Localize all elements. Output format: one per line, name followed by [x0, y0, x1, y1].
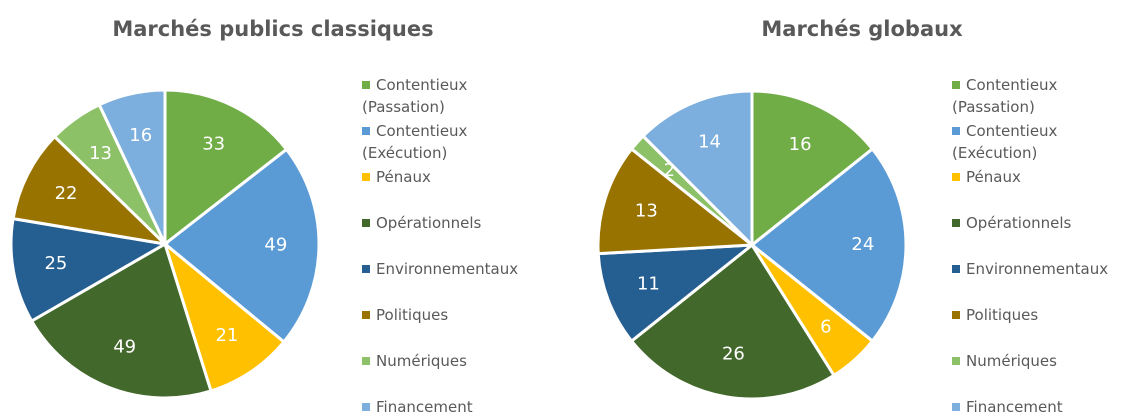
- chart-title: Marchés publics classiques: [112, 17, 433, 41]
- legend-label: Politiques: [376, 306, 449, 324]
- legend-entry: Politiques: [952, 304, 1122, 326]
- data-label: 26: [722, 343, 745, 364]
- legend-swatch: [362, 173, 370, 181]
- legend-swatch: [952, 265, 960, 273]
- legend-label: Contentieux (Exécution): [952, 122, 1058, 162]
- data-label: 49: [264, 235, 287, 256]
- data-label: 2: [664, 160, 675, 181]
- pie-slice: [9, 216, 170, 324]
- legend-label: Financement: [966, 398, 1063, 414]
- pie-slice: [596, 146, 757, 256]
- data-label: 24: [851, 234, 874, 255]
- pie-slice: [11, 134, 170, 247]
- legend-label: Opérationnels: [376, 214, 482, 232]
- legend-entry: Pénaux: [362, 166, 532, 188]
- data-label: 13: [89, 143, 112, 164]
- legend-entry: Environnementaux: [952, 258, 1122, 280]
- data-label: 14: [698, 132, 721, 153]
- legend-label: Financement: [376, 398, 473, 414]
- legend-swatch: [362, 265, 370, 273]
- legend-label: Contentieux (Exécution): [362, 122, 468, 162]
- legend-entry: Financement: [362, 396, 532, 414]
- data-label: 25: [44, 253, 67, 274]
- legend-swatch: [952, 173, 960, 181]
- legend-entry: Numériques: [952, 350, 1122, 372]
- legend-entry: Pénaux: [952, 166, 1122, 188]
- data-label: 11: [637, 274, 660, 295]
- pie-slice: [749, 146, 908, 344]
- legend-entry: Numériques: [362, 350, 532, 372]
- pie-slice: [163, 88, 289, 248]
- legend-swatch: [952, 357, 960, 365]
- legend-swatch: [362, 403, 370, 411]
- legend-swatch: [362, 219, 370, 227]
- pie-slice: [750, 89, 875, 249]
- data-label: 6: [820, 317, 831, 338]
- legend-swatch: [952, 127, 960, 135]
- legend-entry: Contentieux (Exécution): [952, 120, 1122, 164]
- legend-label: Numériques: [966, 352, 1057, 370]
- pie-slice: [97, 88, 167, 245]
- legend-swatch: [952, 81, 960, 89]
- legend-label: Pénaux: [376, 168, 431, 186]
- legend-entry: Opérationnels: [362, 212, 532, 234]
- legend-label: Opérationnels: [966, 214, 1072, 232]
- legend-entry: Contentieux (Passation): [362, 74, 532, 118]
- legend-swatch: [362, 311, 370, 319]
- legend-swatch: [362, 81, 370, 89]
- pie-slice: [629, 242, 837, 401]
- legend-label: Numériques: [376, 352, 467, 370]
- legend-swatch: [362, 357, 370, 365]
- data-label: 16: [129, 125, 152, 146]
- legend-swatch: [952, 219, 960, 227]
- legend-label: Environnementaux: [376, 260, 519, 278]
- data-label: 22: [55, 183, 78, 204]
- legend-entry: Contentieux (Exécution): [362, 120, 532, 164]
- legend-swatch: [952, 311, 960, 319]
- legend-entry: Politiques: [362, 304, 532, 326]
- data-label: 13: [635, 200, 658, 221]
- data-label: 21: [215, 325, 238, 346]
- chart-title: Marchés globaux: [761, 17, 963, 41]
- data-label: 49: [113, 336, 136, 357]
- data-label: 33: [202, 133, 225, 154]
- pie-slice: [596, 243, 757, 344]
- legend-label: Politiques: [966, 306, 1039, 324]
- legend-label: Pénaux: [966, 168, 1021, 186]
- pie-slice: [29, 241, 213, 400]
- legend-label: Contentieux (Passation): [952, 76, 1058, 116]
- legend-swatch: [362, 127, 370, 135]
- legend-label: Environnementaux: [966, 260, 1109, 278]
- legend-entry: Opérationnels: [952, 212, 1122, 234]
- legend-label: Contentieux (Passation): [362, 76, 468, 116]
- legend-entry: Contentieux (Passation): [952, 74, 1122, 118]
- pie-slice: [162, 147, 321, 345]
- legend-entry: Financement: [952, 396, 1122, 414]
- pie-slice: [162, 239, 286, 393]
- legend-entry: Environnementaux: [362, 258, 532, 280]
- data-label: 16: [789, 134, 812, 155]
- pie-slice: [640, 89, 754, 249]
- legend-swatch: [952, 403, 960, 411]
